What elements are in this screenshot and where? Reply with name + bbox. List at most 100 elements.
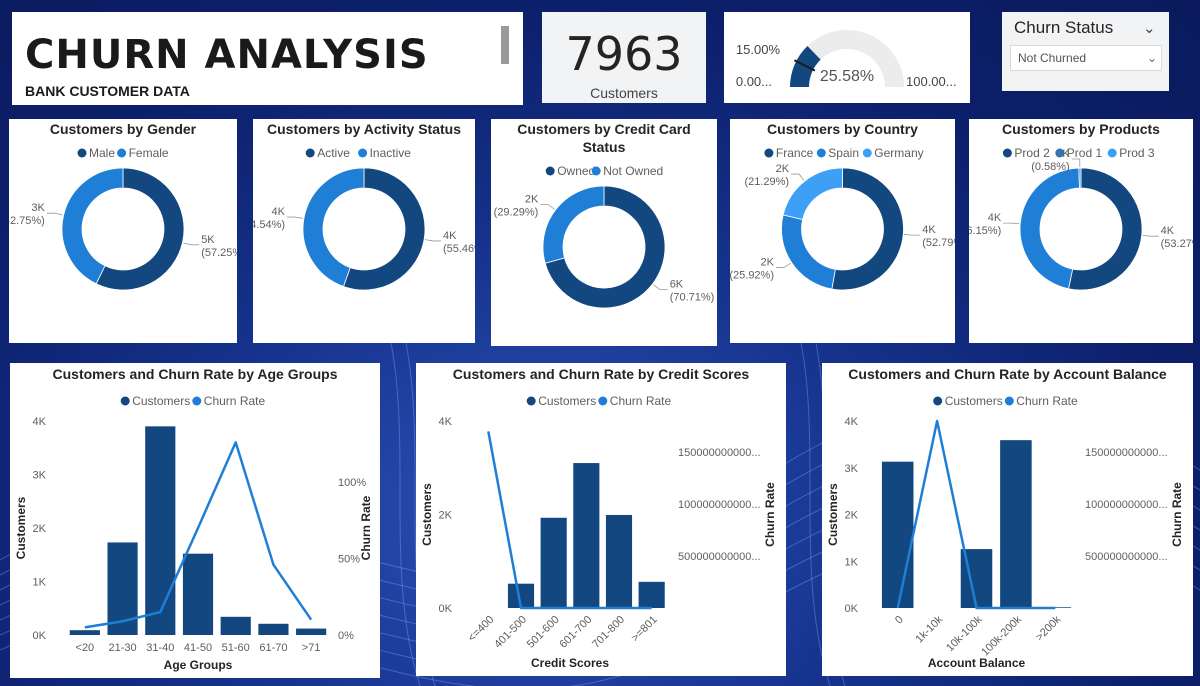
slice-percent-label: (55.46%) bbox=[443, 243, 475, 255]
legend-marker bbox=[1055, 148, 1065, 158]
donut-slice bbox=[782, 167, 843, 221]
donut-slice bbox=[1068, 167, 1143, 291]
slice-value-label: 6K bbox=[670, 278, 684, 290]
gender-donut-card: Customers by Gender Male Female 5K(57.25%) 3… bbox=[9, 119, 237, 343]
slice-value-label: 5K bbox=[201, 234, 215, 246]
bar bbox=[540, 517, 567, 608]
chart-title: Customers and Churn Rate by Credit Score… bbox=[453, 366, 750, 382]
legend-label: Churn Rate bbox=[1016, 394, 1078, 408]
page-title: CHURN ANALYSIS bbox=[25, 32, 429, 78]
slice-value-label: 4K bbox=[988, 212, 1002, 224]
slice-percent-label: (0.58%) bbox=[1031, 161, 1070, 173]
slice-value-label: 2K bbox=[761, 256, 775, 268]
products-donut-card: Customers by Products Prod 2 Prod 1 Prod 3 4… bbox=[969, 119, 1193, 343]
legend-label: Customers bbox=[132, 394, 190, 408]
donut-slice bbox=[831, 167, 904, 291]
x-tick-label: 21-30 bbox=[109, 642, 137, 654]
chart-legend: Customers Churn Rate bbox=[120, 394, 266, 408]
slicer-dropdown[interactable]: Not Churned ⌄ bbox=[1010, 45, 1162, 71]
slice-leader-line bbox=[425, 239, 441, 242]
slice-percent-label: (53.27%) bbox=[1161, 238, 1193, 250]
slice-percent-label: (42.75%) bbox=[9, 215, 45, 227]
scroll-indicator bbox=[501, 26, 509, 64]
slice-percent-label: (29.29%) bbox=[494, 207, 539, 219]
bar bbox=[638, 581, 665, 608]
x-tick-label: 41-50 bbox=[184, 642, 212, 654]
bar bbox=[573, 463, 600, 608]
y-axis-title: Customers bbox=[826, 483, 840, 546]
country-donut-card: Customers by Country France Spain Germany 4K… bbox=[730, 119, 955, 343]
churn-rate-line bbox=[896, 419, 1056, 610]
legend-label: Female bbox=[129, 146, 169, 160]
chart-legend: Customers Churn Rate bbox=[933, 394, 1078, 408]
chevron-down-icon[interactable]: ⌄ bbox=[1143, 20, 1156, 37]
y-tick-label: 0K bbox=[845, 603, 859, 615]
y-tick-label: 2K bbox=[845, 510, 859, 522]
x-tick-label: 100k-200k bbox=[979, 613, 1024, 658]
y2-tick-label: 500000000000... bbox=[1085, 551, 1168, 563]
donut-slice bbox=[1019, 167, 1080, 290]
legend-label: Prod 3 bbox=[1119, 146, 1155, 160]
legend-marker bbox=[933, 396, 943, 406]
x-tick-label: <20 bbox=[76, 642, 95, 654]
slicer-title: Churn Status bbox=[1014, 18, 1114, 37]
legend-label: Owned bbox=[557, 164, 595, 178]
y-tick-label: 3K bbox=[33, 470, 47, 482]
y-tick-label: 2K bbox=[439, 510, 453, 522]
slice-percent-label: (52.79%) bbox=[922, 237, 955, 249]
legend-label: Churn Rate bbox=[610, 394, 672, 408]
x-tick-label: 0 bbox=[893, 614, 906, 627]
chart-title: Customers by Gender bbox=[50, 121, 197, 137]
x-tick-label: 51-60 bbox=[222, 642, 250, 654]
legend-label: France bbox=[776, 146, 814, 160]
slice-leader-line bbox=[904, 234, 921, 236]
slice-value-label: 4K bbox=[1161, 225, 1175, 237]
chart-title: Customers by Credit Card bbox=[517, 121, 690, 137]
legend-marker bbox=[120, 396, 130, 406]
legend-label: Churn Rate bbox=[204, 394, 266, 408]
donut-slice bbox=[61, 167, 124, 285]
kpi-label: Customers bbox=[590, 85, 658, 101]
slice-leader-line bbox=[1071, 158, 1081, 168]
y2-axis-title: Churn Rate bbox=[763, 482, 777, 547]
x-axis-title: Credit Scores bbox=[531, 656, 609, 670]
legend-label: Male bbox=[89, 146, 115, 160]
y-tick-label: 0K bbox=[439, 603, 453, 615]
legend-marker bbox=[77, 148, 87, 158]
churn-status-slicer[interactable]: Churn Status ⌄ Not Churned ⌄ bbox=[1002, 12, 1169, 91]
x-tick-label: 401-500 bbox=[492, 614, 529, 651]
chart-legend: France Spain Germany bbox=[764, 146, 924, 160]
x-tick-label: 501-600 bbox=[525, 614, 562, 651]
gauge-min-label: 0.00... bbox=[736, 74, 772, 89]
slice-value-label: 3K bbox=[31, 202, 45, 214]
x-tick-label: >200k bbox=[1034, 613, 1064, 643]
legend-marker bbox=[545, 166, 555, 176]
gauge-value-label: 25.58% bbox=[820, 68, 874, 85]
chart-legend: Prod 2 Prod 1 Prod 3 bbox=[1002, 146, 1155, 160]
chevron-down-icon[interactable]: ⌄ bbox=[1147, 51, 1158, 65]
x-tick-label: 1k-10k bbox=[913, 613, 945, 645]
donut-slice bbox=[544, 185, 666, 309]
x-tick-label: 61-70 bbox=[259, 642, 287, 654]
chart-title: Customers and Churn Rate by Account Bala… bbox=[848, 366, 1167, 382]
slice-leader-line bbox=[791, 173, 805, 181]
y-tick-label: 3K bbox=[845, 463, 859, 475]
y2-tick-label: 100000000000... bbox=[678, 499, 761, 511]
x-axis-title: Account Balance bbox=[928, 656, 1026, 670]
legend-marker bbox=[591, 166, 601, 176]
legend-marker bbox=[192, 396, 202, 406]
legend-marker bbox=[358, 148, 368, 158]
legend-marker bbox=[117, 148, 127, 158]
kpi-card: 7963 Customers bbox=[542, 12, 706, 103]
chart-title: Customers by Products bbox=[1002, 121, 1160, 137]
slice-leader-line bbox=[540, 204, 555, 210]
legend-marker bbox=[816, 148, 826, 158]
y-tick-label: 4K bbox=[439, 416, 453, 428]
chart-legend: Owned Not Owned bbox=[545, 164, 663, 178]
legend-label: Not Owned bbox=[603, 164, 663, 178]
bar bbox=[605, 514, 633, 608]
x-tick-label: >71 bbox=[302, 642, 321, 654]
slice-percent-label: (25.92%) bbox=[730, 269, 774, 281]
slice-leader-line bbox=[653, 284, 668, 290]
donut-slice bbox=[342, 167, 426, 291]
